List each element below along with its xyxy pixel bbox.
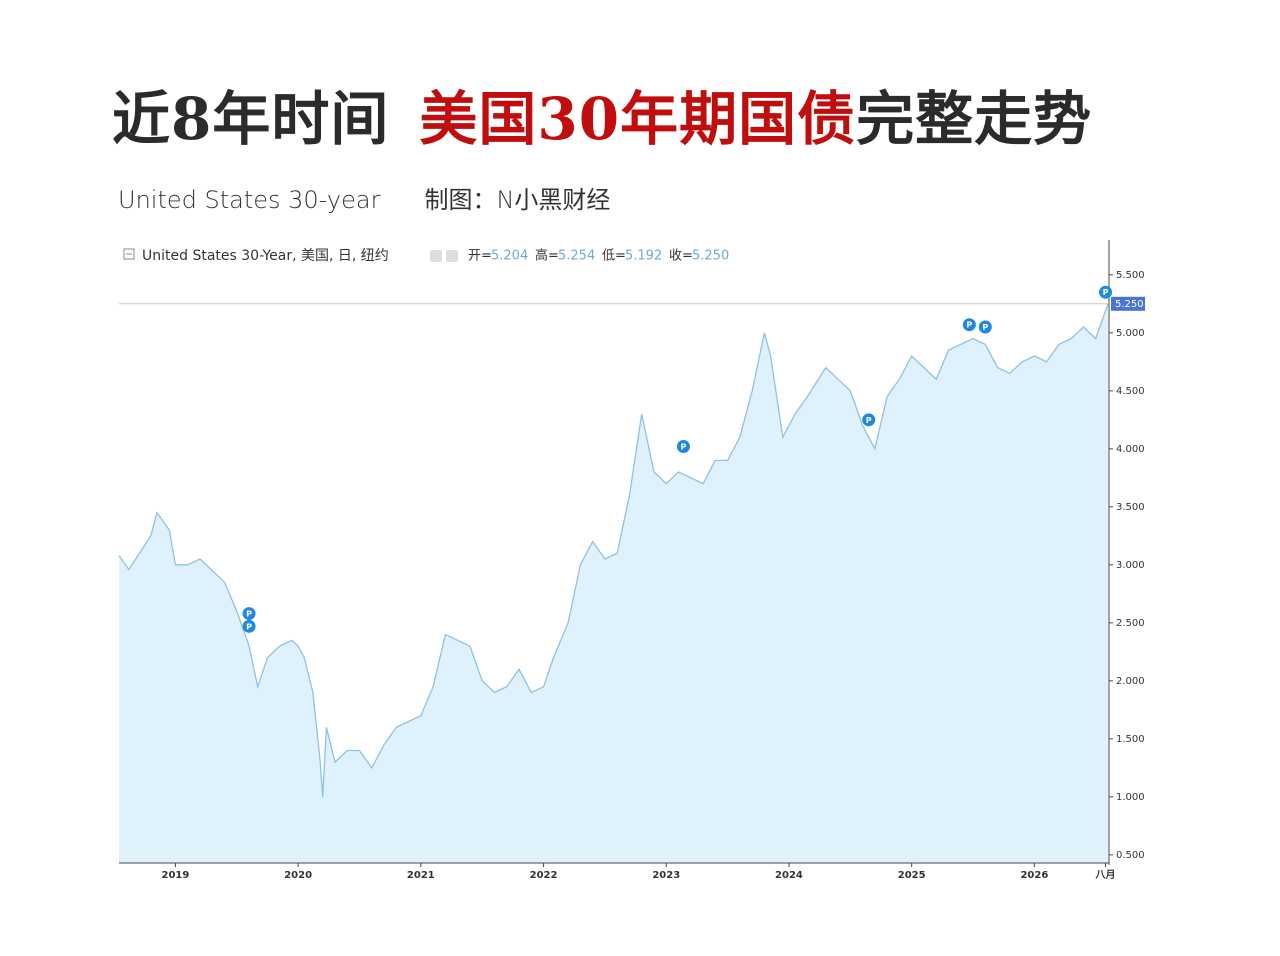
event-label: P xyxy=(681,443,687,452)
y-tick-label: 2.000 xyxy=(1116,676,1145,687)
title-part: 美国30年期国债 xyxy=(419,85,857,153)
y-tick-label: 0.500 xyxy=(1116,850,1145,861)
legend-button xyxy=(446,250,458,262)
x-tick-label: 2021 xyxy=(407,870,435,881)
ohlc-value: 5.204 xyxy=(491,249,528,264)
y-tick-label: 5.000 xyxy=(1116,328,1145,339)
legend-button xyxy=(430,250,442,262)
y-tick-label: 3.000 xyxy=(1116,560,1145,571)
event-marker xyxy=(978,320,992,334)
ohlc-value: 5.254 xyxy=(558,249,595,264)
y-tick-label: 4.000 xyxy=(1116,444,1145,455)
y-tick-label: 4.500 xyxy=(1116,386,1145,397)
event-label: P xyxy=(246,622,252,631)
legend-icon xyxy=(123,248,135,260)
price-tag xyxy=(1111,296,1145,311)
event-marker xyxy=(242,619,256,633)
event-label: P xyxy=(1103,288,1109,297)
event-label: P xyxy=(866,416,872,425)
line xyxy=(118,303,1109,797)
y-tick-label: 3.500 xyxy=(1116,502,1145,513)
ohlc-name: 开= xyxy=(468,249,492,264)
credit: 制图：N小黑财经 xyxy=(424,186,611,214)
event-marker xyxy=(862,413,876,427)
legend-label: United States 30-Year, 美国, 日, 纽约 xyxy=(142,248,389,264)
x-tick-label: 八月 xyxy=(1095,869,1116,881)
event-marker xyxy=(676,440,690,454)
ohlc-name: 高= xyxy=(535,248,559,264)
title-part: 完整走势 xyxy=(856,85,1093,153)
x-tick-label: 2019 xyxy=(162,870,190,881)
title: 近8年时间 美国30年期国债完整走势 xyxy=(112,72,1092,156)
ohlc-name: 收= xyxy=(669,249,693,264)
subtitle: United States 30-year 制图：N小黑财经 xyxy=(118,180,610,215)
event-label: P xyxy=(246,610,252,619)
ohlc-value: 5.250 xyxy=(692,249,729,264)
event-marker xyxy=(242,607,256,621)
x-tick-label: 2025 xyxy=(898,870,926,881)
x-tick-label: 2022 xyxy=(530,870,558,881)
y-tick-label: 1.000 xyxy=(1116,792,1145,803)
x-tick-label: 2020 xyxy=(284,870,312,881)
y-tick-label: 1.500 xyxy=(1116,734,1145,745)
ohlc-value: 5.192 xyxy=(625,249,662,264)
title-part: 近8年时间 xyxy=(112,85,390,153)
x-tick-label: 2023 xyxy=(652,870,680,881)
area xyxy=(119,303,1108,863)
subtitle-text: United States 30-year xyxy=(118,186,381,214)
event-marker xyxy=(962,318,976,332)
ohlc-name: 低= xyxy=(602,249,626,264)
y-tick-label: 2.500 xyxy=(1116,618,1145,629)
event-label: P xyxy=(966,321,972,330)
price-tag-label: 5.250 xyxy=(1115,299,1144,310)
x-tick-label: 2024 xyxy=(775,870,803,881)
y-tick-label: 5.500 xyxy=(1116,270,1145,281)
event-marker xyxy=(1099,285,1113,299)
x-tick-label: 2026 xyxy=(1020,870,1048,881)
event-label: P xyxy=(982,323,988,332)
